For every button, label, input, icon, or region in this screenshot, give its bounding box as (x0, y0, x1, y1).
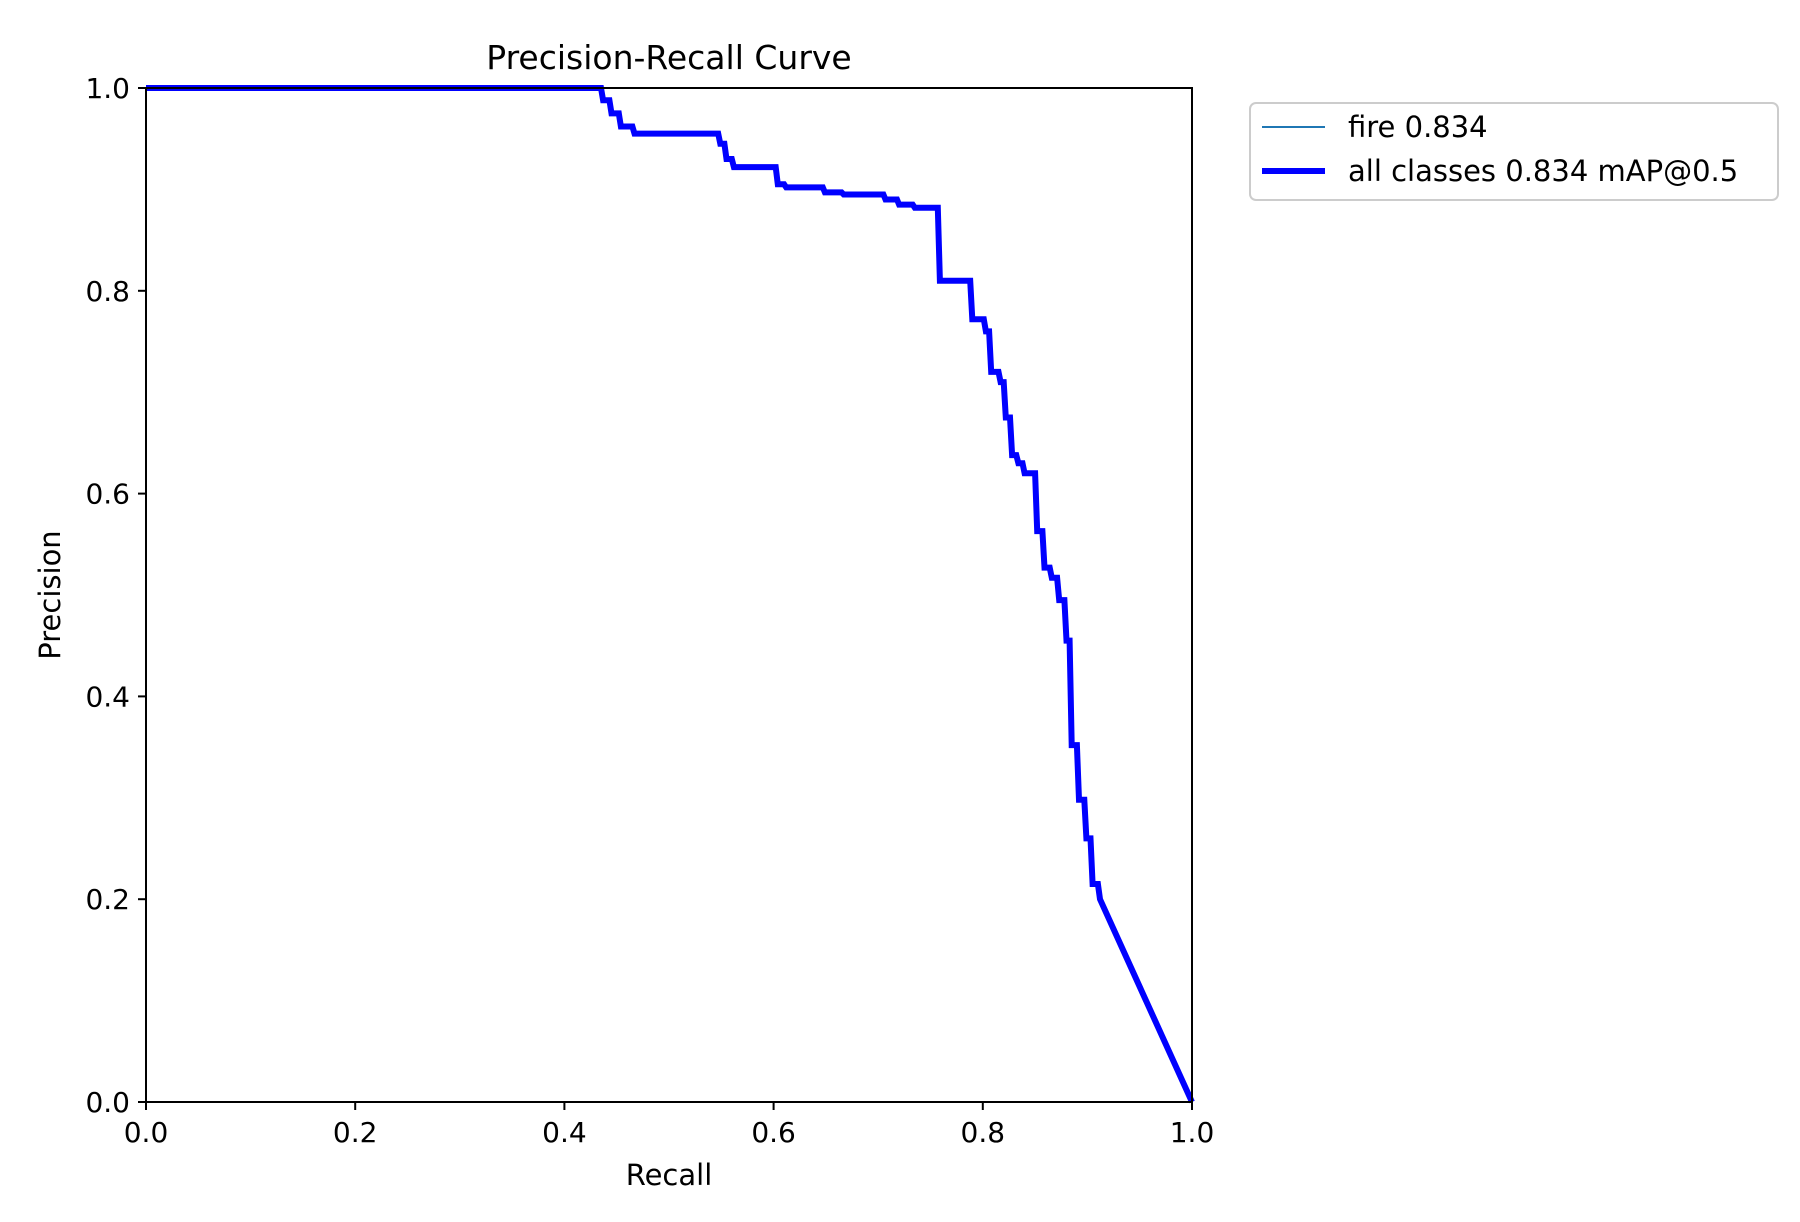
y-tick-label: 1.0 (85, 72, 130, 105)
series-layer (146, 85, 1195, 1104)
x-tick-label: 0.6 (751, 1116, 796, 1149)
y-axis-ticks: 0.0 0.2 0.4 0.6 0.8 1.0 (85, 72, 146, 1119)
y-tick-label: 0.2 (85, 883, 130, 916)
x-tick-label: 0.0 (124, 1116, 169, 1149)
x-tick-label: 0.4 (542, 1116, 587, 1149)
y-tick-label: 0.6 (85, 478, 130, 511)
x-tick-label: 0.8 (961, 1116, 1006, 1149)
y-tick-label: 0.8 (85, 275, 130, 308)
x-axis-label: Recall (626, 1158, 713, 1192)
x-tick-label: 1.0 (1170, 1116, 1215, 1149)
legend-label-fire: fire 0.834 (1348, 110, 1488, 144)
y-tick-label: 0.0 (85, 1086, 130, 1119)
legend-box (1249, 102, 1779, 201)
x-tick-label: 0.2 (333, 1116, 378, 1149)
series-all-classes-line (146, 85, 1195, 1104)
y-tick-label: 0.4 (85, 680, 130, 713)
legend: fire 0.834 all classes 0.834 mAP@0.5 (1249, 102, 1779, 201)
chart-title: Precision-Recall Curve (486, 38, 851, 77)
legend-label-all-classes: all classes 0.834 mAP@0.5 (1348, 154, 1738, 188)
x-axis-ticks: 0.0 0.2 0.4 0.6 0.8 1.0 (124, 1102, 1215, 1149)
plot-frame (145, 87, 1193, 1103)
y-axis-label: Precision (33, 530, 67, 659)
